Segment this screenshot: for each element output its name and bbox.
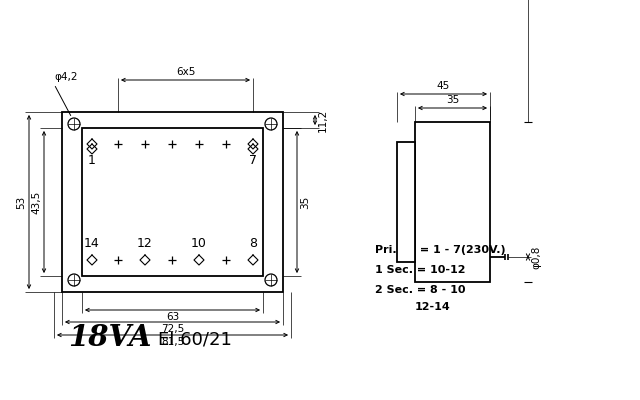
Text: 45: 45 xyxy=(437,81,450,91)
Text: 1 Sec. = 10-12: 1 Sec. = 10-12 xyxy=(375,265,465,275)
Text: 72,5: 72,5 xyxy=(161,324,184,334)
Text: 35: 35 xyxy=(300,195,310,209)
Text: 43,5: 43,5 xyxy=(31,190,41,214)
Text: 63: 63 xyxy=(166,312,179,322)
Text: 7: 7 xyxy=(249,154,257,167)
Text: Pri.      = 1 - 7(230V.): Pri. = 1 - 7(230V.) xyxy=(375,245,506,255)
Bar xyxy=(82,128,263,276)
Text: 14: 14 xyxy=(84,237,100,250)
Text: φ4,2: φ4,2 xyxy=(54,72,77,82)
Text: 53: 53 xyxy=(16,195,26,209)
Text: 1: 1 xyxy=(88,154,96,167)
Text: 11,2: 11,2 xyxy=(318,108,328,132)
Text: 18VA: 18VA xyxy=(68,324,152,352)
Text: EI 60/21: EI 60/21 xyxy=(158,331,232,349)
Text: 10: 10 xyxy=(191,237,207,250)
Text: 12: 12 xyxy=(137,237,153,250)
Text: 12-14: 12-14 xyxy=(415,302,451,312)
Bar xyxy=(62,112,283,292)
Text: φ0,8: φ0,8 xyxy=(531,245,541,269)
Bar xyxy=(415,122,490,282)
Text: 35: 35 xyxy=(446,95,459,105)
Text: 2 Sec. = 8 - 10: 2 Sec. = 8 - 10 xyxy=(375,285,465,295)
Text: 81,5: 81,5 xyxy=(161,337,184,347)
Text: 6x5: 6x5 xyxy=(176,67,195,77)
Bar xyxy=(397,142,415,262)
Text: 8: 8 xyxy=(249,237,257,250)
